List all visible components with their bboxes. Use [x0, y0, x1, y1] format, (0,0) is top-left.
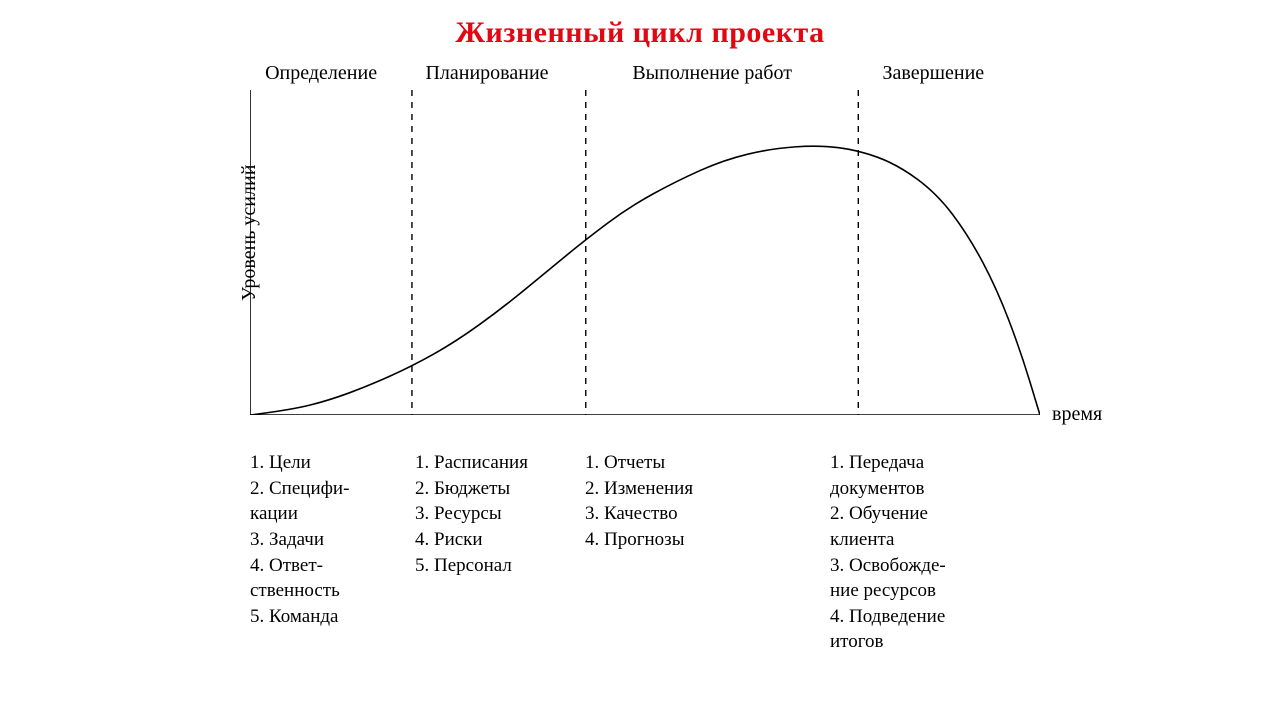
page: Жизненный цикл проекта Уровень усилий вр…	[0, 0, 1280, 720]
phase-lists: 1. Цели2. Специфи-кации3. Задачи4. Ответ…	[250, 450, 1040, 655]
chart-svg	[250, 90, 1040, 415]
lifecycle-chart	[250, 90, 1040, 415]
list-item: 5. Команда	[250, 604, 415, 630]
x-axis-label: время	[1052, 403, 1102, 426]
list-item: документов	[830, 476, 1040, 502]
phase-label-0: Определение	[265, 62, 377, 85]
list-item: 1. Отчеты	[585, 450, 830, 476]
list-item: 4. Риски	[415, 527, 585, 553]
list-item: 4. Ответ-	[250, 553, 415, 579]
phase-label-3: Завершение	[883, 62, 985, 85]
list-item: 2. Обучение	[830, 501, 1040, 527]
list-item: 4. Подведение	[830, 604, 1040, 630]
phase-label-2: Выполнение работ	[632, 62, 792, 85]
list-item: 5. Персонал	[415, 553, 585, 579]
phase-list-col-1: 1. Расписания2. Бюджеты3. Ресурсы4. Риск…	[415, 450, 585, 578]
list-item: 3. Задачи	[250, 527, 415, 553]
list-item: ние ресурсов	[830, 578, 1040, 604]
phase-list-col-2: 1. Отчеты2. Изменения3. Качество4. Прогн…	[585, 450, 830, 553]
list-item: 1. Передача	[830, 450, 1040, 476]
page-title: Жизненный цикл проекта	[0, 16, 1280, 50]
list-item: клиента	[830, 527, 1040, 553]
effort-curve	[250, 146, 1040, 415]
phase-list-col-3: 1. Передачадокументов2. Обучениеклиента3…	[830, 450, 1040, 655]
list-item: ственность	[250, 578, 415, 604]
list-item: 3. Качество	[585, 501, 830, 527]
list-item: 1. Расписания	[415, 450, 585, 476]
list-item: 2. Специфи-	[250, 476, 415, 502]
list-item: 3. Ресурсы	[415, 501, 585, 527]
list-item: 4. Прогнозы	[585, 527, 830, 553]
axes	[250, 90, 1040, 415]
list-item: 3. Освобожде-	[830, 553, 1040, 579]
phase-list-col-0: 1. Цели2. Специфи-кации3. Задачи4. Ответ…	[250, 450, 415, 629]
phase-label-1: Планирование	[425, 62, 548, 85]
list-item: кации	[250, 501, 415, 527]
y-axis-label: Уровень усилий	[238, 165, 261, 301]
list-item: 1. Цели	[250, 450, 415, 476]
list-item: 2. Бюджеты	[415, 476, 585, 502]
list-item: итогов	[830, 629, 1040, 655]
list-item: 2. Изменения	[585, 476, 830, 502]
